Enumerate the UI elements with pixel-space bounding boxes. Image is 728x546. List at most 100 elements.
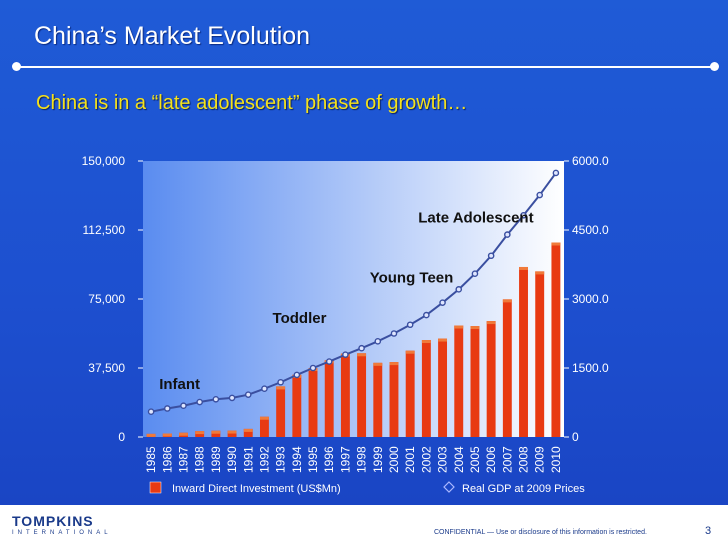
x-tick-label: 1993 [274, 446, 288, 473]
y-left-tick-label: 112,500 [83, 223, 126, 237]
x-tick-label: 2004 [452, 446, 466, 473]
bar-top [405, 350, 415, 354]
bar-top [179, 432, 188, 436]
slide-background: China’s Market Evolution China is in a “… [0, 0, 728, 505]
legend-bar-label: Inward Direct Investment (US$Mn) [172, 483, 341, 495]
stage-annotation: Infant [159, 376, 200, 393]
company-logo-sub: INTERNATIONAL [12, 530, 112, 536]
x-tick-label: 2010 [549, 446, 563, 473]
gdp-point [520, 211, 527, 219]
gdp-point [293, 371, 301, 379]
bar-top [211, 430, 221, 434]
bar-top [551, 242, 561, 246]
y-right-tick-label: 6000.0 [572, 154, 609, 168]
x-tick-label: 1998 [355, 446, 369, 473]
gdp-point [504, 231, 511, 238]
x-tick-label: 2002 [419, 446, 433, 473]
x-tick-label: 2006 [484, 446, 498, 473]
gdp-point [439, 299, 446, 306]
bar [551, 242, 561, 437]
y-left-tick-label: 150,000 [82, 154, 126, 168]
stage-annotation: Young Teen [370, 269, 454, 286]
x-tick-label: 2009 [533, 446, 547, 473]
x-tick-label: 2000 [387, 446, 401, 473]
legend-bar-swatch [149, 481, 162, 494]
bar-top [502, 299, 512, 303]
bar [357, 353, 367, 437]
y-left-tick-label: 37,500 [88, 361, 125, 375]
gdp-point [325, 358, 333, 365]
page-number: 3 [705, 525, 712, 537]
bar-top [162, 433, 172, 437]
gdp-point [536, 191, 544, 199]
bar-top [276, 386, 286, 390]
bar [227, 430, 237, 437]
chart: 0 37,500 75,000 112,500 150,000 0 1500.0 3000.0… [82, 154, 609, 495]
x-tick-label: 2008 [517, 446, 531, 473]
bar-top [195, 431, 205, 435]
bar-top [243, 428, 253, 432]
bar-top [535, 271, 545, 275]
bar [243, 428, 253, 437]
gdp-point [552, 169, 560, 177]
bar [389, 362, 399, 437]
x-tick-label: 1989 [209, 446, 223, 473]
bar-top [259, 416, 269, 420]
bar [438, 338, 448, 437]
bar-top [519, 266, 528, 270]
x-tick-label: 1988 [193, 446, 207, 473]
bar [324, 360, 334, 437]
gdp-point [390, 330, 398, 337]
x-tick-label: 1985 [144, 446, 158, 473]
gdp-point [261, 385, 268, 393]
rule-right-dot [710, 62, 719, 71]
x-tick-label: 1997 [338, 446, 352, 473]
bar [308, 368, 318, 437]
title-rule [16, 66, 716, 68]
stage-annotation: Late Adolescent [418, 210, 533, 227]
bar-top [438, 338, 448, 342]
x-tick-label: 1986 [160, 446, 174, 473]
bar [211, 430, 221, 437]
company-logo: TOMPKINS [12, 513, 94, 529]
bar-top [454, 325, 464, 329]
footer: TOMPKINS INTERNATIONAL CONFIDENTIAL — Us… [0, 505, 728, 546]
y-right-tick-label: 1500.0 [572, 361, 609, 375]
gdp-point [277, 378, 284, 386]
x-tick-label: 1996 [322, 446, 336, 473]
x-tick-label: 1990 [225, 446, 239, 473]
bar [292, 374, 302, 437]
bar [373, 362, 383, 437]
gdp-point [212, 395, 220, 403]
gdp-point [471, 270, 479, 278]
x-tick-label: 1995 [306, 446, 320, 473]
bar-top [486, 321, 496, 325]
bar-top [357, 353, 367, 357]
x-tick-label: 2001 [403, 446, 417, 473]
plot-area [143, 161, 564, 437]
gdp-point [358, 344, 365, 352]
legend-line-label: Real GDP at 2009 Prices [462, 483, 585, 495]
stage-annotation: Toddler [273, 310, 327, 327]
slide-title: China’s Market Evolution [34, 22, 311, 50]
bar-top [421, 340, 431, 344]
confidential-notice: CONFIDENTIAL — Use or disclosure of this… [434, 529, 647, 536]
gdp-point [196, 398, 203, 406]
bar [276, 386, 286, 437]
bar [405, 350, 415, 437]
x-tick-label: 1991 [241, 446, 255, 473]
x-tick-label: 1999 [371, 446, 385, 473]
gdp-point [228, 394, 236, 402]
gdp-point [309, 364, 317, 372]
gdp-point [342, 351, 349, 358]
bar [502, 299, 512, 437]
x-tick-label: 2003 [436, 446, 450, 473]
bar-top [146, 433, 156, 437]
x-tick-label: 1992 [257, 446, 271, 473]
gdp-point [487, 252, 495, 260]
x-tick-label: 2005 [468, 446, 482, 473]
y-right-tick-label: 4500.0 [572, 223, 609, 237]
x-tick-label: 1994 [290, 446, 304, 473]
y-left-tick-label: 0 [118, 430, 125, 444]
slide-subtitle: China is in a “late adolescent” phase of… [36, 92, 468, 114]
